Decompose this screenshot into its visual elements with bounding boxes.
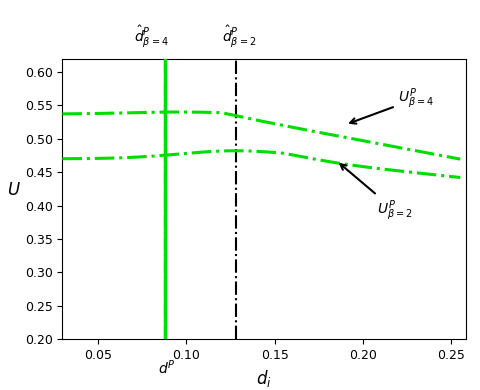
Text: $d^P$: $d^P$ [158,358,176,377]
Text: $\hat{d}^P_{\beta=2}$: $\hat{d}^P_{\beta=2}$ [222,24,256,50]
Text: $U^P_{\beta=4}$: $U^P_{\beta=4}$ [350,86,434,124]
Text: $U^P_{\beta=2}$: $U^P_{\beta=2}$ [340,164,413,223]
X-axis label: $d_i$: $d_i$ [256,368,272,388]
Y-axis label: $U$: $U$ [7,181,21,199]
Text: $\hat{d}^P_{\beta=4}$: $\hat{d}^P_{\beta=4}$ [133,24,168,50]
